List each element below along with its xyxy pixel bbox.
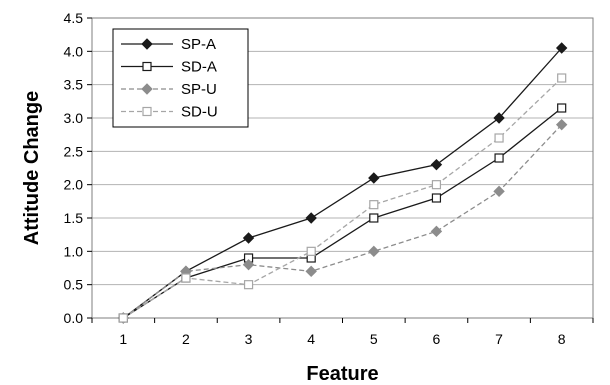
y-tick-label: 4.0 [64, 43, 84, 59]
data-point-sd-u [557, 73, 567, 83]
x-tick-label: 2 [182, 331, 190, 347]
series-layer [117, 42, 568, 324]
data-point-sp-u [242, 258, 255, 271]
legend-item-sd-u: SD-U [121, 104, 218, 121]
x-tick-label: 7 [495, 331, 503, 347]
data-point-sp-u [430, 225, 443, 238]
series-sd-u [118, 73, 567, 323]
legend-swatch-marker [142, 61, 152, 72]
legend-swatch-marker [142, 106, 152, 117]
series-sp-u [117, 118, 568, 324]
data-point-sd-a [431, 193, 442, 203]
x-tick-label: 6 [433, 331, 441, 347]
data-point-sd-u [431, 180, 442, 190]
data-point-sp-a [555, 42, 568, 54]
x-tick-label: 3 [245, 331, 253, 347]
data-point-sp-a [493, 112, 505, 124]
data-point-sd-u [118, 313, 128, 323]
data-point-sp-u [493, 185, 505, 198]
legend-item-sd-a: SD-A [121, 59, 217, 76]
data-point-sd-a [494, 153, 504, 163]
x-tick-label: 8 [558, 331, 566, 347]
x-tick-label: 1 [119, 331, 127, 347]
data-point-sp-a [242, 232, 255, 244]
data-point-sd-u [306, 246, 316, 256]
data-point-sd-u [243, 280, 254, 290]
legend-item-sp-a: SP-A [121, 36, 216, 53]
y-tick-label: 1.5 [64, 210, 84, 226]
data-point-sd-a [557, 103, 567, 113]
series-sp-a [117, 42, 568, 324]
y-tick-label: 3.5 [64, 77, 84, 93]
y-tick-label: 2.5 [64, 143, 84, 159]
legend-swatch-marker [141, 38, 153, 50]
legend-label: SD-A [181, 59, 217, 76]
series-line-sd-a [122, 107, 563, 319]
y-tick-label: 4.5 [64, 10, 84, 26]
x-tick-label: 5 [370, 331, 378, 347]
data-point-sp-u [555, 118, 568, 131]
data-point-sd-a [369, 213, 379, 223]
legend-box [112, 28, 249, 128]
legend-label: SP-U [181, 81, 217, 98]
y-axis-ticks: 0.0 0.5 1.0 1.5 2.0 2.5 3.0 3.5 4.0 4.5 [64, 10, 92, 326]
data-point-sp-u [368, 245, 380, 258]
data-point-sp-a [368, 172, 380, 184]
y-tick-label: 0.0 [64, 310, 84, 326]
data-point-sd-u [369, 200, 379, 210]
x-tick-label: 4 [307, 331, 315, 347]
y-tick-label: 0.5 [64, 277, 84, 293]
legend: SP-A SD-A SP-U SD-U [112, 28, 249, 128]
y-tick-label: 3.0 [64, 110, 84, 126]
x-axis-ticks: 1 2 3 4 5 6 7 8 [91, 318, 594, 347]
x-axis-title: Feature [306, 363, 378, 385]
series-line-sp-u [122, 124, 563, 319]
data-point-sp-a [305, 212, 317, 224]
legend-item-sp-u: SP-U [121, 81, 217, 98]
legend-label: SD-U [181, 104, 218, 121]
data-point-sp-a [430, 158, 443, 171]
y-axis-title: Attitude Change [21, 91, 43, 245]
legend-swatch-marker [141, 83, 153, 95]
data-point-sd-u [181, 273, 191, 283]
series-line-sp-a [122, 47, 563, 319]
series-line-sd-u [122, 77, 563, 319]
data-point-sp-u [305, 265, 317, 278]
y-tick-label: 2.0 [64, 177, 84, 193]
y-tick-label: 1.0 [64, 243, 84, 259]
legend-label: SP-A [181, 36, 216, 53]
data-point-sd-u [494, 133, 504, 143]
